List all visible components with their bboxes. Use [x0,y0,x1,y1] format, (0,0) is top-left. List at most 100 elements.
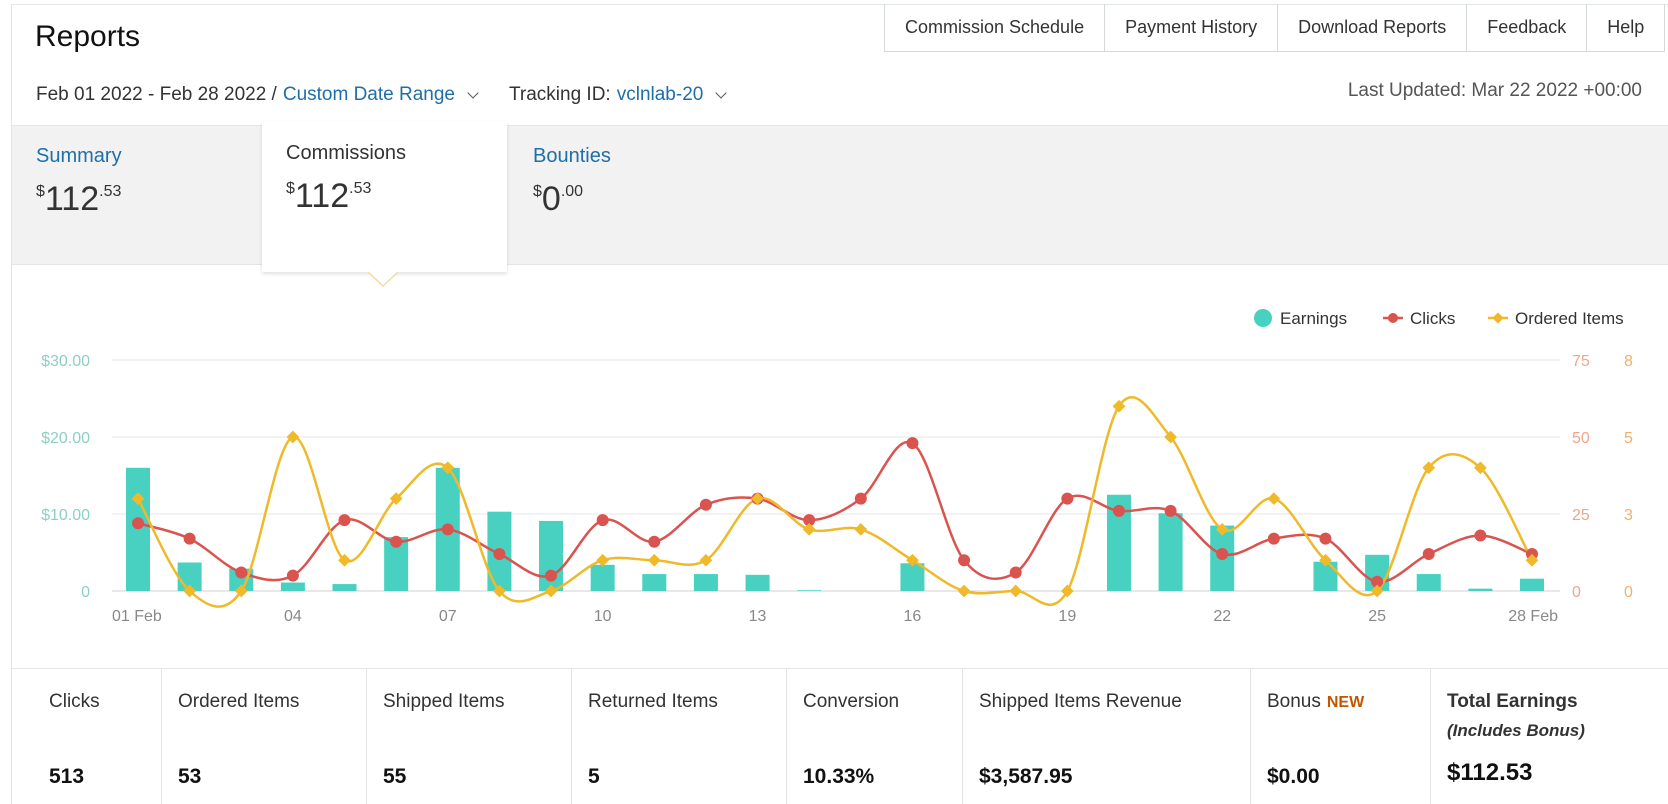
stat-ordered-items: Ordered Items 53 [162,669,367,804]
clicks-point [338,514,351,527]
earnings-bar [590,564,615,591]
new-badge: NEW [1326,694,1365,711]
legend-items-icon [1492,312,1504,324]
chevron-down-icon[interactable] [715,86,727,99]
clicks-point [132,517,144,530]
legend-items-label: Ordered Items [1515,309,1624,328]
right-axis-clicks-tick: 25 [1572,507,1590,524]
earnings-bar [745,574,770,591]
left-axis-tick: $30.00 [41,353,90,370]
last-updated: Last Updated: Mar 22 2022 +00:00 [1347,80,1642,101]
clicks-point [1009,566,1022,579]
x-axis-tick: 04 [284,608,302,625]
payment-history-link[interactable]: Payment History [1105,4,1279,51]
tab-summary[interactable]: Summary $112.53 [12,125,257,265]
tab-label: Bounties [533,145,611,167]
stat-shipped-items: Shipped Items 55 [367,669,572,804]
tracking-id-label: Tracking ID: [509,84,611,105]
stats-row: Clicks 513 Ordered Items 53 Shipped Item… [12,668,1668,804]
tab-label: Commissions [286,142,407,164]
x-axis-tick: 13 [749,608,767,625]
clicks-point [1216,548,1229,561]
tab-amount: $0.00 [533,180,584,218]
ordered-items-point [1060,584,1074,598]
earnings-bar [126,467,150,591]
right-axis-clicks-tick: 50 [1572,430,1590,447]
stat-shipped-revenue: Shipped Items Revenue $3,587.95 [963,669,1251,804]
earnings-bar [1416,574,1441,591]
ordered-items-point [802,523,816,536]
clicks-point [183,532,196,545]
right-axis-items-tick: 8 [1624,353,1633,370]
legend-earnings-icon [1254,309,1272,327]
tab-bounties[interactable]: Bounties $0.00 [509,125,754,265]
x-axis-tick: 01 Feb [112,608,162,625]
x-axis-tick: 28 Feb [1508,608,1558,625]
top-nav: Commission Schedule Payment History Down… [884,4,1666,52]
stat-total-earnings: Total Earnings (Includes Bonus) $112.53 [1447,691,1585,786]
ordered-items-point [286,430,300,444]
clicks-point [958,554,971,567]
earnings-bar [797,590,822,591]
clicks-point [906,437,919,450]
left-axis-tick: $10.00 [41,507,90,524]
ordered-items-point [647,553,661,567]
stat-bonus: Bonus NEW $0.00 [1251,669,1431,804]
tab-amount: $112.53 [36,180,122,218]
x-axis-tick: 10 [594,608,612,625]
clicks-point [1164,504,1177,517]
tab-amount: $112.53 [286,177,372,215]
right-axis-clicks-tick: 75 [1572,353,1590,370]
earnings-bar [642,574,667,591]
x-axis-tick: 25 [1368,608,1386,625]
clicks-point [1319,532,1332,545]
clicks-point [1267,532,1280,545]
stat-returned-items: Returned Items 5 [572,669,787,804]
earnings-bar [1520,578,1544,591]
ordered-items-point [389,492,403,505]
ordered-items-point [596,553,610,567]
report-panel [11,4,1668,804]
clicks-point [1474,529,1487,542]
x-axis-tick: 19 [1058,608,1076,625]
tab-band [12,125,1668,265]
x-axis-tick: 16 [904,608,922,625]
clicks-point [854,492,867,505]
earnings-bar [280,582,305,591]
right-axis-items-tick: 5 [1624,430,1633,447]
active-tab-pointer [368,271,398,288]
stat-conversion: Conversion 10.33% [787,669,963,804]
earnings-bar [1158,513,1183,591]
ordered-items-point [131,492,145,505]
legend-clicks-label: Clicks [1410,309,1455,328]
x-axis-tick: 22 [1213,608,1231,625]
clicks-point [390,535,403,548]
ordered-items-point [854,523,868,536]
clicks-point [699,498,712,511]
stat-clicks: Clicks 513 [12,669,162,804]
page-title: Reports [35,20,141,53]
help-link[interactable]: Help [1587,4,1666,51]
date-range-dropdown[interactable]: Custom Date Range [282,84,455,105]
ordered-items-point [957,584,971,598]
ordered-items-point [441,461,455,475]
tab-label: Summary [36,145,122,167]
chevron-down-icon[interactable] [467,86,479,99]
legend-clicks-icon [1388,313,1398,323]
commission-schedule-link[interactable]: Commission Schedule [885,4,1106,51]
clicks-point [596,514,609,527]
clicks-point [545,569,558,582]
download-reports-link[interactable]: Download Reports [1278,4,1468,51]
left-axis-tick: $20.00 [41,430,90,447]
earnings-bar [1468,588,1493,591]
clicks-point [1112,504,1125,517]
tab-commissions[interactable]: Commissions $112.53 [262,122,507,272]
tracking-id-dropdown[interactable]: vclnlab-20 [616,84,704,105]
feedback-link[interactable]: Feedback [1467,4,1588,51]
right-axis-items-tick: 0 [1624,584,1633,601]
earnings-bar [332,584,357,591]
performance-chart: 0 $10.00 $20.00 $30.00 0 25 50 75 0 3 5 8 01 Feb 04 07… [41,309,1633,625]
earnings-bar [900,563,925,591]
legend-earnings-label: Earnings [1280,309,1347,328]
ordered-items-point [751,492,764,505]
